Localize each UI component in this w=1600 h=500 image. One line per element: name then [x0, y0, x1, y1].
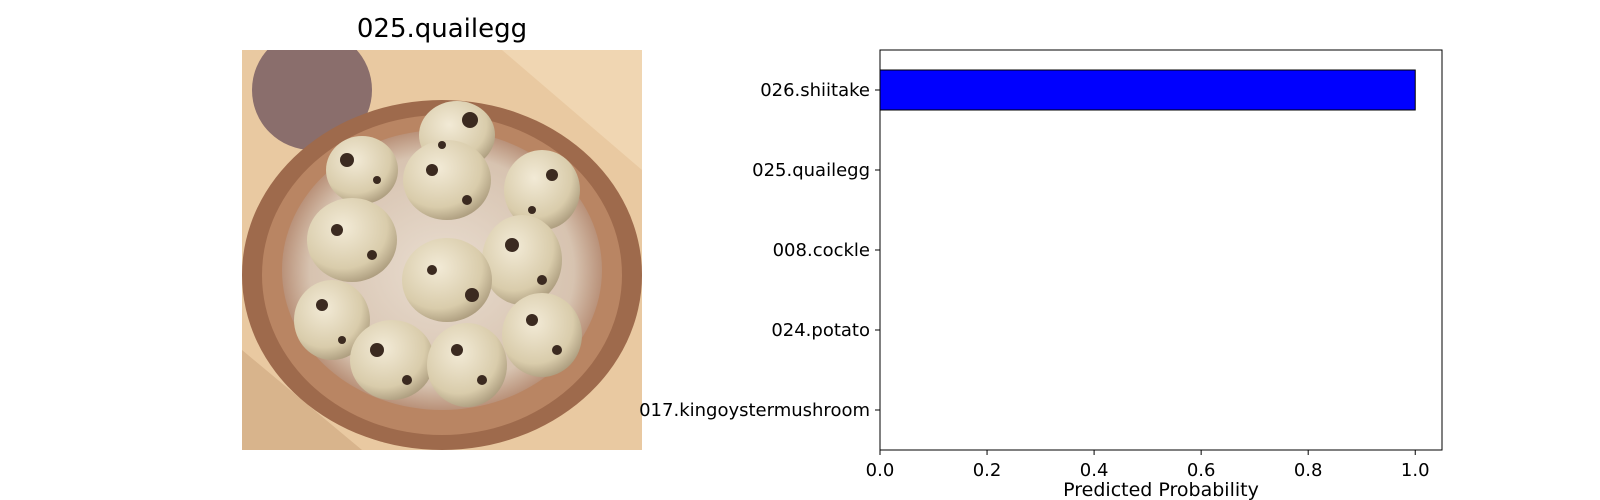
x-axis-label: Predicted Probability — [1063, 479, 1259, 500]
quail-egg-bowl-illustration — [242, 30, 642, 450]
bars-layer — [879, 69, 1416, 111]
egg-speckles — [316, 112, 562, 385]
y-tick-label: 008.cockle — [773, 240, 870, 261]
x-tick-label: 0.8 — [1294, 460, 1323, 481]
x-tick-label: 0.4 — [1080, 460, 1109, 481]
image-title: 025.quailegg — [356, 14, 528, 44]
y-tick-label: 026.shiitake — [760, 80, 870, 101]
y-tick-label: 024.potato — [771, 320, 870, 341]
quail-eggs — [294, 101, 582, 407]
x-tick-label: 1.0 — [1401, 460, 1430, 481]
x-tick-label: 0.6 — [1187, 460, 1216, 481]
x-tick-label: 0.0 — [866, 460, 895, 481]
x-tick-label: 0.2 — [973, 460, 1002, 481]
food-photo — [242, 30, 642, 450]
bar-026.shiitake — [879, 69, 1416, 111]
y-tick-label: 025.quailegg — [752, 160, 870, 181]
y-tick-label: 017.kingoystermushroom — [639, 400, 870, 421]
x-axis: 0.0 0.2 0.4 0.6 0.8 1.0 — [866, 450, 1430, 481]
y-axis: 026.shiitake 025.quailegg 008.cockle 024.po… — [639, 80, 880, 421]
